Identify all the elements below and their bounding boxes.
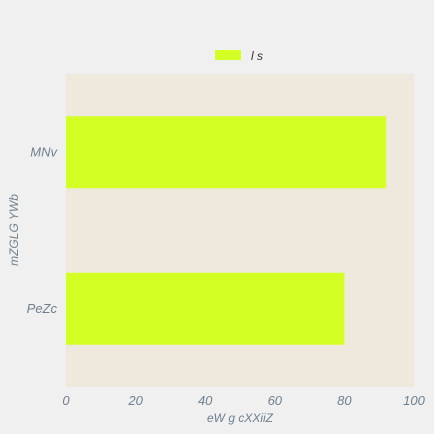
bar-PeZc [66,273,344,345]
bar-MNv [66,116,386,188]
x-tick-label: 100 [403,393,425,408]
x-tick-label: 60 [268,393,283,408]
x-tick-label: 20 [127,393,143,408]
legend-swatch [215,50,241,60]
y-axis-label: mZGLG YWb [7,194,21,266]
x-axis-label: eW g cXXiiZ [207,411,274,425]
x-tick-label: 0 [62,393,70,408]
x-tick-label: 40 [198,393,213,408]
category-label: PeZc [27,301,58,316]
legend-label: l s [251,49,263,63]
category-label: MNv [30,144,58,159]
x-tick-label: 80 [337,393,352,408]
